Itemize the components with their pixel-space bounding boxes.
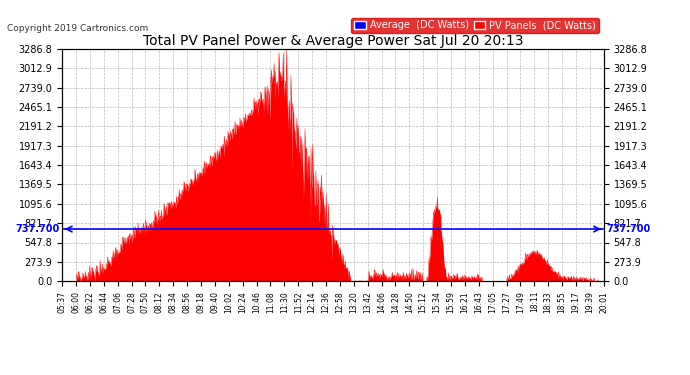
Legend: Average  (DC Watts), PV Panels  (DC Watts): Average (DC Watts), PV Panels (DC Watts) — [351, 18, 599, 33]
Title: Total PV Panel Power & Average Power Sat Jul 20 20:13: Total PV Panel Power & Average Power Sat… — [143, 34, 523, 48]
Text: Copyright 2019 Cartronics.com: Copyright 2019 Cartronics.com — [7, 24, 148, 33]
Text: 737.700: 737.700 — [15, 224, 59, 234]
Text: 737.700: 737.700 — [607, 224, 651, 234]
